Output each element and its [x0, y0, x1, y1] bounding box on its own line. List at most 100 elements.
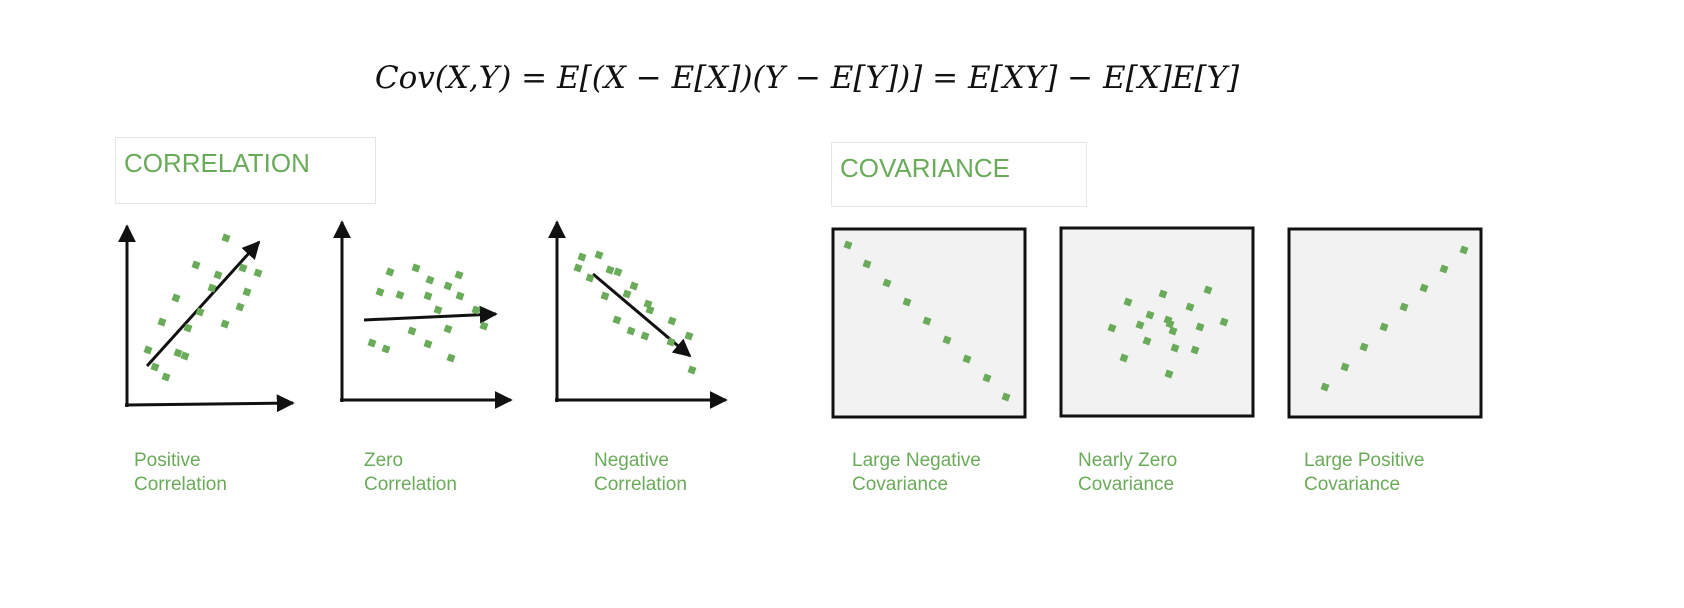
scatter-point	[577, 252, 587, 262]
trend-arrow	[592, 272, 692, 358]
scatter-point	[157, 317, 167, 327]
caption-line: Covariance	[852, 474, 949, 495]
trend-arrow	[363, 305, 498, 324]
caption-large-negative-covariance: Large Negative Covariance	[852, 449, 1032, 497]
covariance-title: COVARIANCE	[840, 153, 1010, 183]
scatter-point	[843, 240, 853, 250]
x-axis	[124, 394, 295, 413]
scatter-point	[1190, 345, 1200, 355]
scatter-point	[1320, 382, 1330, 392]
caption-line: Covariance	[1078, 474, 1175, 495]
scatter-point	[221, 233, 231, 243]
scatter-point	[902, 297, 912, 307]
scatter-point	[1164, 369, 1174, 379]
scatter-point	[443, 281, 453, 291]
scatter-point	[425, 275, 435, 285]
scatter-point	[600, 291, 610, 301]
scatter-point	[613, 267, 623, 277]
scatter-point	[1142, 336, 1152, 346]
scatter-point	[433, 305, 443, 315]
scatter-point	[922, 316, 932, 326]
scatter-point	[629, 281, 639, 291]
scatter-point	[423, 291, 433, 301]
scatter-point	[479, 321, 489, 331]
scatter-points	[1107, 285, 1229, 379]
large-positive-covariance-plot	[1287, 227, 1483, 419]
caption-line: Covariance	[1304, 474, 1401, 495]
scatter-point	[640, 331, 650, 341]
scatter-point	[1379, 322, 1389, 332]
caption-zero-correlation: Zero Correlation	[364, 449, 544, 497]
scatter-point	[862, 259, 872, 269]
scatter-point	[982, 373, 992, 383]
scatter-point	[367, 338, 377, 348]
scatter-point	[242, 287, 252, 297]
scatter-point	[666, 337, 676, 347]
scatter-point	[1001, 392, 1011, 402]
scatter-point	[407, 326, 417, 336]
scatter-points	[573, 250, 697, 375]
scatter-point	[1419, 283, 1429, 293]
scatter-point	[161, 372, 171, 382]
scatter-point	[213, 270, 223, 280]
positive-correlation-plot	[118, 224, 295, 413]
correlation-title-box: CORRELATION	[115, 137, 376, 204]
scatter-point	[1340, 362, 1350, 372]
scatter-point	[1219, 317, 1229, 327]
scatter-point	[381, 344, 391, 354]
scatter-point	[643, 299, 653, 309]
large-negative-covariance-plot	[831, 227, 1027, 419]
caption-line: Negative	[594, 450, 669, 471]
scatter-point	[626, 326, 636, 336]
caption-line: Positive	[134, 450, 201, 471]
scatter-point	[1119, 353, 1129, 363]
scatter-point	[395, 290, 405, 300]
caption-line: Correlation	[134, 474, 227, 495]
scatter-point	[454, 270, 464, 280]
scatter-point	[1168, 326, 1178, 336]
scatter-point	[1459, 245, 1469, 255]
scatter-point	[207, 283, 217, 293]
scatter-point	[1145, 310, 1155, 320]
scatter-point	[446, 353, 456, 363]
scatter-point	[1170, 343, 1180, 353]
scatter-point	[1195, 322, 1205, 332]
scatter-point	[253, 268, 263, 278]
caption-line: Large Positive	[1304, 450, 1425, 471]
negative-correlation-plot	[548, 220, 728, 409]
scatter-points	[367, 263, 489, 363]
scatter-point	[143, 345, 153, 355]
scatter-point	[1399, 302, 1409, 312]
scatter-point	[1439, 264, 1449, 274]
caption-nearly-zero-covariance: Nearly Zero Covariance	[1078, 449, 1258, 497]
covariance-title-box: COVARIANCE	[831, 142, 1087, 207]
scatter-points	[143, 233, 263, 382]
scatter-point	[183, 323, 193, 333]
scatter-point	[1123, 297, 1133, 307]
zero-correlation-plot	[333, 220, 513, 409]
scatter-point	[882, 278, 892, 288]
scatter-point	[385, 267, 395, 277]
scatter-point	[411, 263, 421, 273]
scatter-point	[942, 335, 952, 345]
scatter-point	[471, 305, 481, 315]
caption-line: Large Negative	[852, 450, 981, 471]
scatter-point	[235, 302, 245, 312]
scatter-points	[843, 240, 1011, 402]
plot-frame	[1287, 227, 1483, 419]
scatter-point	[605, 265, 615, 275]
scatter-point	[687, 365, 697, 375]
scatter-point	[1359, 342, 1369, 352]
scatter-point	[667, 316, 677, 326]
scatter-point	[962, 354, 972, 364]
scatter-point	[645, 305, 655, 315]
caption-line: Nearly Zero	[1078, 450, 1178, 471]
scatter-point	[1107, 323, 1117, 333]
scatter-point	[573, 263, 583, 273]
scatter-point	[191, 260, 201, 270]
scatter-points	[1320, 245, 1469, 392]
scatter-point	[1158, 289, 1168, 299]
caption-line: Zero	[364, 450, 404, 471]
caption-line: Correlation	[594, 474, 687, 495]
